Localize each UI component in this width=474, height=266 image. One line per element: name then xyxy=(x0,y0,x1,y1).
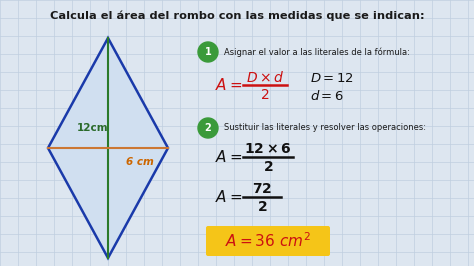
Text: 2: 2 xyxy=(205,123,211,133)
Text: 6 cm: 6 cm xyxy=(126,157,154,167)
Text: Calcula el área del rombo con las medidas que se indican:: Calcula el área del rombo con las medida… xyxy=(50,11,424,21)
Text: $\mathbf{12 \times 6}$: $\mathbf{12 \times 6}$ xyxy=(245,142,292,156)
Text: $\mathit{D = 12}$: $\mathit{D = 12}$ xyxy=(310,73,354,85)
Polygon shape xyxy=(48,38,168,258)
Text: $\mathbf{72}$: $\mathbf{72}$ xyxy=(252,182,272,196)
Text: 12cm: 12cm xyxy=(77,123,109,133)
Text: Sustituir las literales y resolver las operaciones:: Sustituir las literales y resolver las o… xyxy=(224,123,426,132)
Text: $\mathit{A} =$: $\mathit{A} =$ xyxy=(215,149,242,165)
Text: $\mathit{d = 6}$: $\mathit{d = 6}$ xyxy=(310,89,344,103)
Text: $\mathit{D \times d}$: $\mathit{D \times d}$ xyxy=(246,69,284,85)
Text: $\mathbf{2}$: $\mathbf{2}$ xyxy=(257,200,267,214)
Text: 1: 1 xyxy=(205,47,211,57)
Circle shape xyxy=(198,42,218,62)
Text: $\mathit{A} =$: $\mathit{A} =$ xyxy=(215,189,242,205)
Text: $\mathit{2}$: $\mathit{2}$ xyxy=(260,88,270,102)
Text: $\mathbf{2}$: $\mathbf{2}$ xyxy=(263,160,273,174)
Polygon shape xyxy=(48,38,168,258)
Text: $\mathit{A} =$: $\mathit{A} =$ xyxy=(215,77,242,93)
Circle shape xyxy=(198,118,218,138)
Text: $\mathit{A = 36\ cm^2}$: $\mathit{A = 36\ cm^2}$ xyxy=(225,232,311,250)
FancyBboxPatch shape xyxy=(206,226,330,256)
Text: Asignar el valor a las literales de la fórmula:: Asignar el valor a las literales de la f… xyxy=(224,47,410,57)
